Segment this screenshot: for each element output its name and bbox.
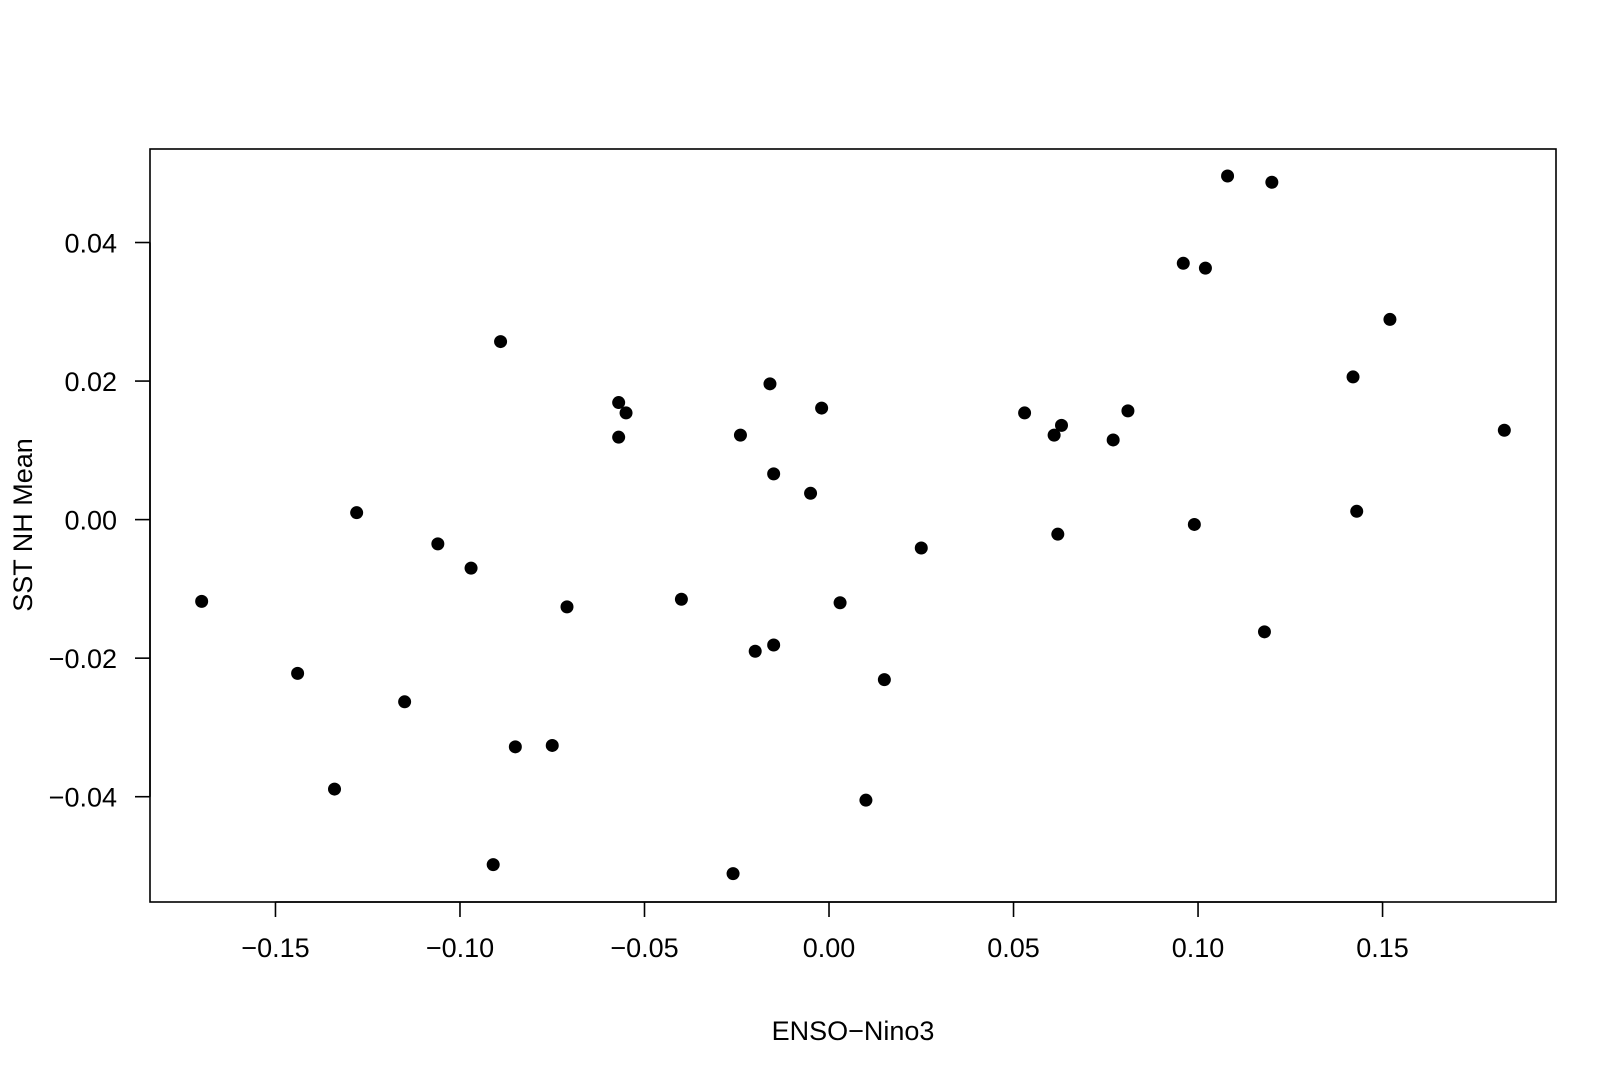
data-point xyxy=(1051,527,1065,541)
data-point xyxy=(486,858,500,872)
data-point xyxy=(464,561,478,575)
data-point xyxy=(612,396,626,410)
plot-frame xyxy=(149,148,1557,903)
data-point xyxy=(1198,261,1212,275)
data-point xyxy=(767,638,781,652)
data-point xyxy=(1346,370,1360,384)
data-point xyxy=(431,537,445,551)
data-point xyxy=(748,644,762,658)
x-tick-label: 0.00 xyxy=(803,933,856,963)
data-point xyxy=(733,428,747,442)
data-point xyxy=(1018,406,1032,420)
data-points xyxy=(195,169,1511,881)
data-point xyxy=(1176,256,1190,270)
y-axis: −0.04 −0.02 0.00 0.02 0.04 xyxy=(49,229,151,813)
x-tick-label: −0.15 xyxy=(241,933,309,963)
x-tick-label: 0.10 xyxy=(1172,933,1225,963)
data-point xyxy=(1106,433,1120,447)
data-point xyxy=(398,695,412,709)
data-point xyxy=(1047,428,1061,442)
data-point xyxy=(1221,169,1235,183)
data-point xyxy=(763,377,777,391)
data-point xyxy=(815,401,829,415)
y-tick-label: 0.04 xyxy=(64,229,117,259)
data-point xyxy=(833,596,847,610)
data-point xyxy=(328,782,342,796)
data-point xyxy=(914,541,928,555)
y-tick-label: 0.02 xyxy=(64,367,117,397)
x-axis: −0.15 −0.10 −0.05 0.00 0.05 0.10 0.15 xyxy=(241,901,1409,963)
data-point xyxy=(1257,625,1271,639)
data-point xyxy=(612,430,626,444)
data-point xyxy=(1187,517,1201,531)
x-tick-label: 0.15 xyxy=(1356,933,1409,963)
x-tick-label: −0.05 xyxy=(610,933,678,963)
data-point xyxy=(1265,175,1279,189)
y-axis-title: SST NH Mean xyxy=(8,438,38,612)
y-tick-label: −0.02 xyxy=(49,644,117,674)
data-point xyxy=(726,867,740,881)
x-tick-label: −0.10 xyxy=(426,933,494,963)
y-tick-label: 0.00 xyxy=(64,506,117,536)
data-point xyxy=(1350,504,1364,518)
data-point xyxy=(195,594,209,608)
x-tick-label: 0.05 xyxy=(987,933,1040,963)
data-point xyxy=(1121,404,1135,418)
data-point xyxy=(804,486,818,500)
data-point xyxy=(291,666,305,680)
data-point xyxy=(619,406,633,420)
data-point xyxy=(350,506,364,520)
data-point xyxy=(1055,418,1069,432)
x-axis-title: ENSO−Nino3 xyxy=(772,1016,935,1046)
data-point xyxy=(508,740,522,754)
data-point xyxy=(859,793,873,807)
data-point xyxy=(674,592,688,606)
y-tick-label: −0.04 xyxy=(49,783,117,813)
data-point xyxy=(1497,423,1511,437)
data-point xyxy=(494,335,508,349)
data-point xyxy=(560,600,574,614)
data-point xyxy=(767,467,781,481)
data-point xyxy=(545,738,559,752)
data-point xyxy=(1383,312,1397,326)
data-point xyxy=(877,673,891,687)
